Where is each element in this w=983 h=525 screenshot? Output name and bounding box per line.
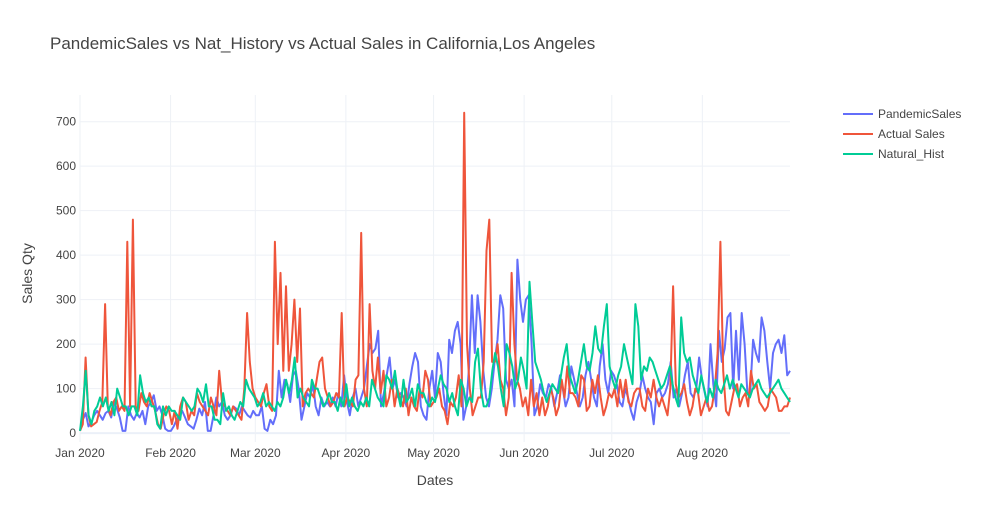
x-tick-label: Mar 2020 <box>230 446 281 460</box>
x-axis-ticks: Jan 2020 Feb 2020 Mar 2020 Apr 2020 May 2020… <box>55 446 728 460</box>
y-tick-label: 500 <box>56 204 76 218</box>
legend-item[interactable]: Natural_Hist <box>843 147 945 161</box>
y-axis-title: Sales Qty <box>19 243 35 304</box>
legend-item[interactable]: PandemicSales <box>843 107 961 121</box>
legend-label: Natural_Hist <box>878 147 945 161</box>
chart-title: PandemicSales vs Nat_History vs Actual S… <box>50 34 596 53</box>
y-tick-label: 700 <box>56 115 76 129</box>
x-tick-label: Jan 2020 <box>55 446 105 460</box>
y-tick-label: 300 <box>56 293 76 307</box>
x-tick-label: Aug 2020 <box>677 446 729 460</box>
y-tick-label: 100 <box>56 382 76 396</box>
x-tick-label: Feb 2020 <box>145 446 196 460</box>
legend-item[interactable]: Actual Sales <box>843 127 945 141</box>
x-tick-label: Jul 2020 <box>589 446 635 460</box>
y-tick-label: 200 <box>56 337 76 351</box>
y-axis-ticks: 0 100 200 300 400 500 600 700 <box>56 115 76 440</box>
x-axis-title: Dates <box>417 472 454 488</box>
legend-label: PandemicSales <box>878 107 961 121</box>
y-tick-label: 400 <box>56 248 76 262</box>
series-layer <box>79 111 791 432</box>
x-tick-label: Apr 2020 <box>322 446 371 460</box>
legend: PandemicSales Actual Sales Natural_Hist <box>843 107 961 161</box>
series-line-3 <box>79 280 791 432</box>
legend-label: Actual Sales <box>878 127 945 141</box>
y-tick-label: 0 <box>69 426 76 440</box>
x-tick-label: May 2020 <box>407 446 460 460</box>
x-tick-label: Jun 2020 <box>499 446 549 460</box>
y-tick-label: 600 <box>56 159 76 173</box>
